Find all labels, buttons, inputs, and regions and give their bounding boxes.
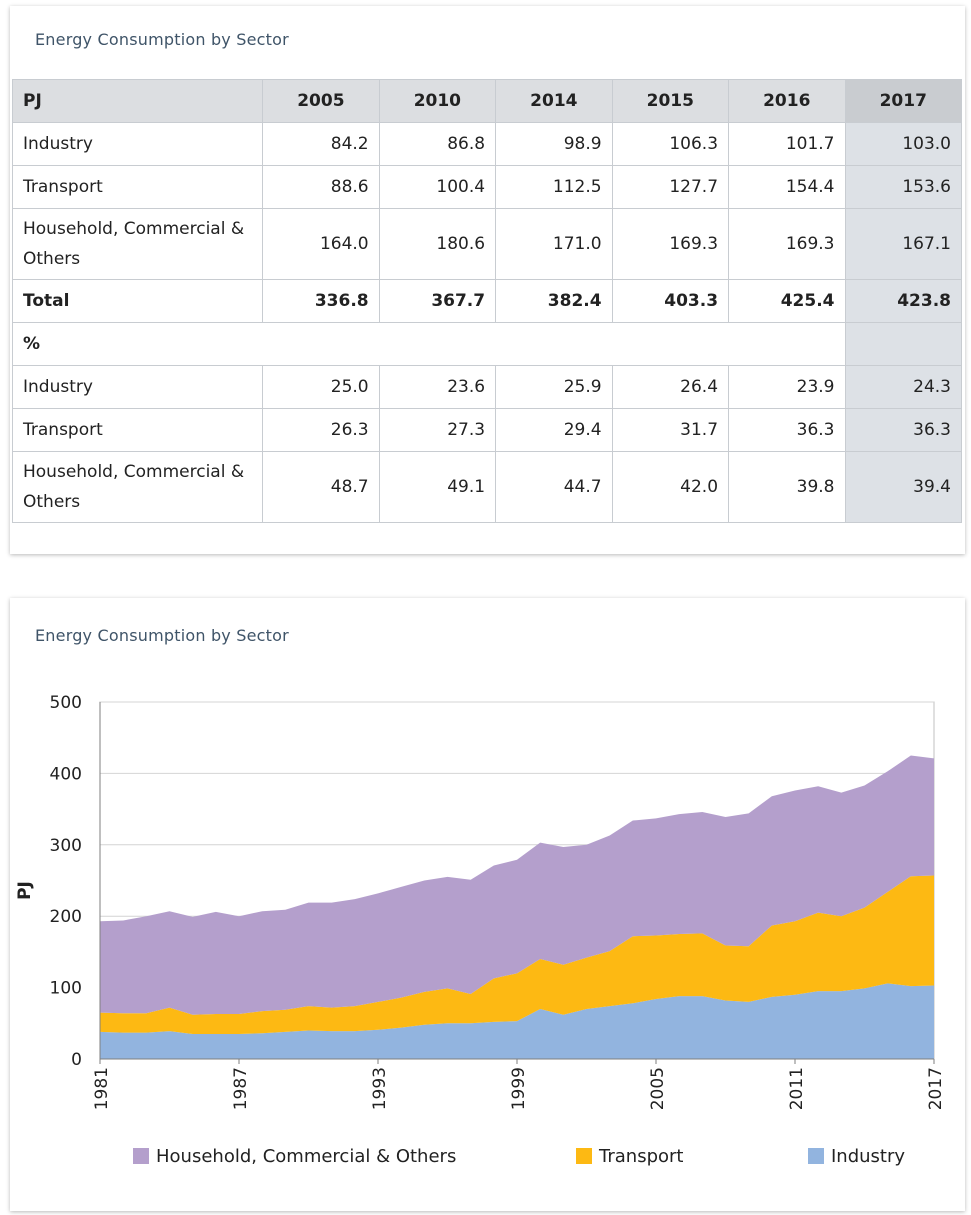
percent-section-label: % <box>12 322 846 366</box>
table-row: Transport 88.6 100.4 112.5 127.7 154.4 1… <box>11 165 962 209</box>
table-cell: 48.7 <box>262 451 380 523</box>
table-row-total: Total 336.8 367.7 382.4 403.3 425.4 423.… <box>11 279 962 323</box>
table-cell: 31.7 <box>611 408 730 452</box>
column-header: 2005 <box>262 79 380 123</box>
table-section-row: % <box>12 322 962 366</box>
table-cell: 24.3 <box>844 365 962 409</box>
table-cell: 169.3 <box>728 208 846 280</box>
table-card-title: Energy Consumption by Sector <box>35 30 289 49</box>
table-cell: 164.0 <box>262 208 380 280</box>
table-cell: 423.8 <box>844 279 962 323</box>
table-cell: 169.3 <box>611 208 730 280</box>
table-cell: 36.3 <box>844 408 962 452</box>
table-cell: 98.9 <box>495 122 613 166</box>
legend-label: Household, Commercial & Others <box>156 1146 456 1167</box>
table-cell: 101.7 <box>728 122 846 166</box>
x-tick-label: 1981 <box>92 1067 112 1110</box>
table-cell: 336.8 <box>262 279 380 323</box>
column-header: 2010 <box>378 79 497 123</box>
row-label: Household, Commercial & Others <box>11 208 264 280</box>
table-cell: 36.3 <box>728 408 846 452</box>
y-tick-label: 500 <box>50 693 82 713</box>
legend-label: Industry <box>831 1146 905 1167</box>
table-cell: 26.3 <box>262 408 380 452</box>
table-row: Household, Commercial & Others 48.7 49.1… <box>11 451 962 523</box>
table-cell: 84.2 <box>262 122 380 166</box>
table-card: Energy Consumption by Sector PJ 2005 201… <box>10 6 965 554</box>
table-cell: 100.4 <box>378 165 497 209</box>
y-tick-label: 300 <box>50 836 82 856</box>
row-label: Household, Commercial & Others <box>11 451 264 523</box>
table-cell: 106.3 <box>611 122 730 166</box>
table-row: Transport 26.3 27.3 29.4 31.7 36.3 36.3 <box>11 408 962 452</box>
y-tick-label: 200 <box>50 907 82 927</box>
table-cell: 167.1 <box>844 208 962 280</box>
area-chart: 0 100 200 300 400 500 1981 1987 1993 1999 2005 2011… <box>15 693 946 1167</box>
column-header: 2014 <box>495 79 613 123</box>
y-tick-label: 400 <box>50 764 82 784</box>
table-cell: 425.4 <box>728 279 846 323</box>
row-label: Total <box>11 279 264 323</box>
row-label: Industry <box>11 122 264 166</box>
area-series-household-commercial-others <box>100 755 934 1015</box>
legend-swatch <box>576 1148 592 1164</box>
table-row: Industry 84.2 86.8 98.9 106.3 101.7 103.… <box>11 122 962 166</box>
table-cell: 180.6 <box>378 208 497 280</box>
table-cell: 39.8 <box>728 451 846 523</box>
y-tick-label: 0 <box>71 1050 82 1070</box>
x-tick-label: 1999 <box>509 1067 529 1110</box>
table-cell <box>844 322 962 366</box>
table-cell: 171.0 <box>495 208 613 280</box>
table-cell: 127.7 <box>611 165 730 209</box>
column-header: 2015 <box>611 79 730 123</box>
energy-table: PJ 2005 2010 2014 2015 2016 2017 Industr… <box>11 79 962 523</box>
table-cell: 44.7 <box>495 451 613 523</box>
table-cell: 25.9 <box>495 365 613 409</box>
table-cell: 25.0 <box>262 365 380 409</box>
x-tick-label: 2005 <box>648 1067 668 1110</box>
table-cell: 23.9 <box>728 365 846 409</box>
x-tick-label: 1987 <box>231 1067 251 1110</box>
table-header-row: PJ 2005 2010 2014 2015 2016 2017 <box>11 79 962 123</box>
table-cell: 154.4 <box>728 165 846 209</box>
chart-card-title: Energy Consumption by Sector <box>35 626 289 645</box>
column-header: 2017 <box>844 79 962 123</box>
legend-swatch <box>808 1148 824 1164</box>
y-axis-label: PJ <box>15 881 35 900</box>
x-tick-label: 2017 <box>926 1067 946 1110</box>
table-cell: 27.3 <box>378 408 497 452</box>
row-label: Transport <box>11 165 264 209</box>
table-cell: 112.5 <box>495 165 613 209</box>
table-cell: 153.6 <box>844 165 962 209</box>
legend-swatch <box>133 1148 149 1164</box>
table-cell: 39.4 <box>844 451 962 523</box>
table-cell: 88.6 <box>262 165 380 209</box>
legend-label: Transport <box>598 1146 683 1167</box>
table-cell: 367.7 <box>378 279 497 323</box>
table-cell: 49.1 <box>378 451 497 523</box>
x-tick-label: 1993 <box>370 1067 390 1110</box>
row-label: Transport <box>11 408 264 452</box>
table-cell: 29.4 <box>495 408 613 452</box>
table-cell: 103.0 <box>844 122 962 166</box>
column-header: PJ <box>11 79 264 123</box>
x-tick-label: 2011 <box>787 1067 807 1110</box>
area-series-industry <box>100 983 934 1059</box>
table-cell: 382.4 <box>495 279 613 323</box>
table-row: Industry 25.0 23.6 25.9 26.4 23.9 24.3 <box>11 365 962 409</box>
chart-card: Energy Consumption by Sector 0 100 200 300 4… <box>10 598 965 1211</box>
table-cell: 42.0 <box>611 451 730 523</box>
table-cell: 86.8 <box>378 122 497 166</box>
table-cell: 26.4 <box>611 365 730 409</box>
table-cell: 23.6 <box>378 365 497 409</box>
row-label: Industry <box>11 365 264 409</box>
table-cell: 403.3 <box>611 279 730 323</box>
y-tick-label: 100 <box>50 979 82 999</box>
column-header: 2016 <box>728 79 846 123</box>
area-series-transport <box>100 875 934 1035</box>
table-row: Household, Commercial & Others 164.0 180… <box>11 208 962 280</box>
